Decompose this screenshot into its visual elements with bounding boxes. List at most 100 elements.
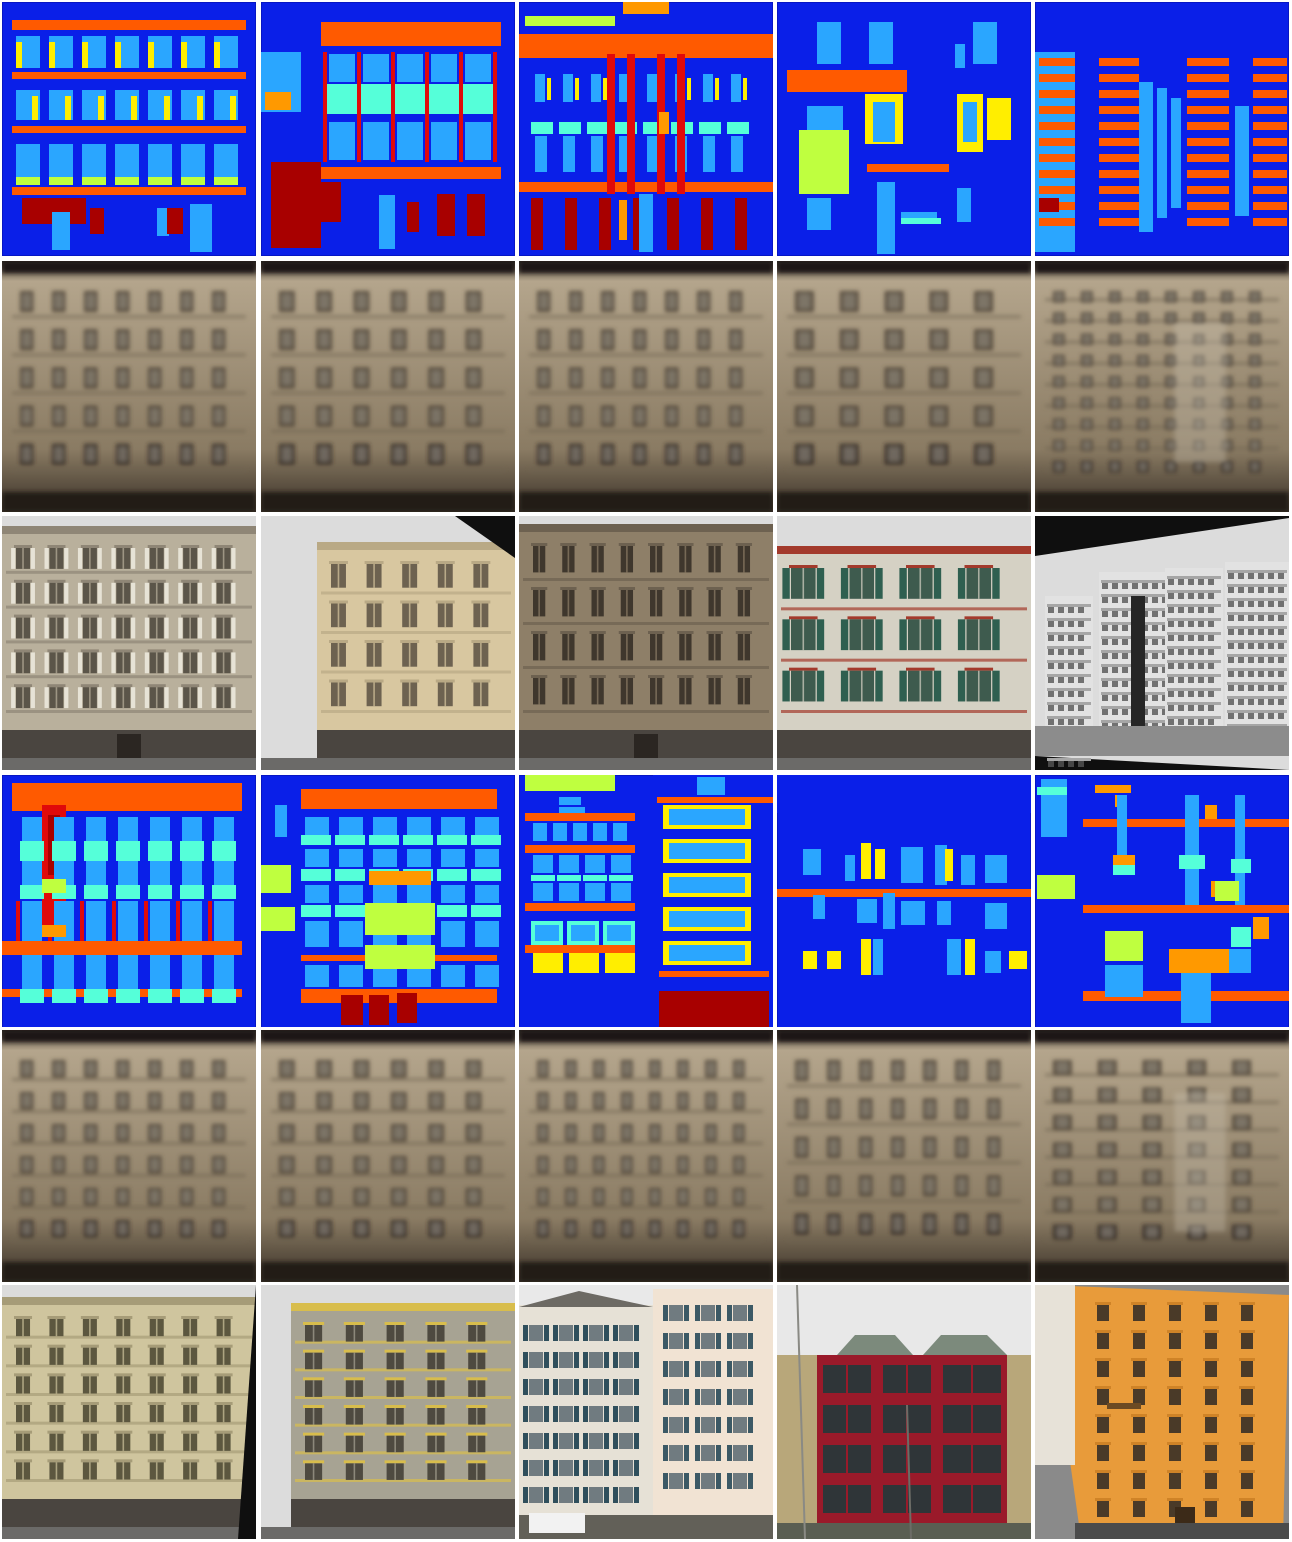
label-region-sill (212, 989, 236, 1003)
label-map-image (519, 2, 773, 256)
label-region-sill (325, 84, 359, 114)
label-region-sill (727, 122, 749, 134)
label-region-window (611, 883, 631, 901)
label-region-cornice (867, 164, 949, 172)
ground-truth-photo-r3-c1 (2, 516, 256, 770)
label-region-sill (583, 875, 607, 881)
label-region-window (873, 939, 883, 975)
label-region-balcony (619, 200, 627, 240)
label-region-window (559, 855, 579, 873)
ground-truth-photo-r3-c2 (261, 516, 515, 770)
label-region-window (475, 885, 499, 903)
label-region-pillar (425, 52, 429, 162)
label-region-sill (437, 905, 467, 917)
label-region-door (167, 208, 183, 234)
label-region-balcony (623, 2, 669, 14)
label-region-window (49, 144, 73, 180)
label-region-sill (20, 841, 44, 861)
label-region-window (985, 903, 1007, 929)
label-region-sill (557, 875, 581, 881)
label-region-window (535, 136, 547, 172)
label-region-pillar (208, 901, 212, 941)
label-region-window (329, 122, 355, 160)
label-region-cornice (321, 22, 501, 46)
label-region-shutter (861, 939, 871, 975)
label-region-window (150, 817, 170, 841)
label-region-cornice (1187, 74, 1229, 82)
label-region-pillar (607, 54, 615, 194)
label-region-sill (335, 905, 365, 917)
label-region-window (611, 855, 631, 873)
label-region-window (339, 965, 363, 987)
ground-truth-photo-image (2, 516, 256, 770)
label-map-r4-c1 (2, 775, 256, 1027)
label-region-balcony (1169, 949, 1229, 973)
label-region-window (559, 883, 579, 901)
label-region-shutter (65, 96, 71, 120)
label-region-sill (84, 885, 108, 899)
label-region-window (1185, 795, 1199, 905)
label-region-window (214, 901, 234, 941)
label-region-window (118, 817, 138, 841)
label-region-pillar (144, 901, 148, 941)
label-region-shutter (197, 96, 203, 120)
label-region-cornice (659, 971, 769, 977)
label-region-window (182, 955, 202, 989)
label-region-door (531, 198, 543, 250)
label-region-shutter (16, 42, 22, 68)
generated-facade-r5-c4 (777, 1030, 1031, 1282)
label-region-window (807, 198, 831, 230)
label-region-cornice (1187, 202, 1229, 210)
label-region-cornice (12, 187, 246, 195)
label-region-window (339, 885, 363, 903)
label-region-sill (403, 835, 433, 845)
label-region-sill (1231, 859, 1251, 873)
label-region-window (669, 911, 745, 927)
label-region-cornice (1039, 58, 1075, 66)
generated-facade-image (777, 261, 1031, 512)
generated-facade-r2-c5 (1035, 261, 1289, 512)
label-region-window (115, 144, 139, 180)
label-region-window (397, 122, 423, 160)
label-region-window (937, 901, 951, 925)
label-region-cornice (1253, 122, 1287, 130)
label-region-cornice (12, 72, 246, 79)
label-region-sill (20, 885, 44, 899)
label-region-window (118, 955, 138, 989)
label-region-cornice (1099, 58, 1139, 66)
label-region-window (363, 54, 389, 82)
label-region-cornice (1083, 905, 1289, 913)
ground-truth-photo-image (1035, 1285, 1289, 1539)
label-region-cornice (1253, 74, 1287, 82)
generated-facade-r2-c4 (777, 261, 1031, 512)
label-region-window (182, 861, 202, 885)
label-region-window (585, 883, 605, 901)
label-region-sill (84, 989, 108, 1003)
label-region-shutter (987, 98, 1011, 140)
label-map-r4-c5 (1035, 775, 1289, 1027)
ground-truth-photo-image (261, 1285, 515, 1539)
label-region-cornice (1187, 170, 1229, 178)
label-region-door (667, 198, 679, 250)
label-region-window (157, 208, 169, 236)
label-region-sill (1231, 927, 1251, 947)
label-region-window (777, 775, 1031, 813)
label-region-shutter (82, 42, 88, 68)
label-map-r4-c3 (519, 775, 773, 1027)
label-region-window (669, 843, 745, 859)
label-region-window (1171, 98, 1181, 208)
label-region-window (1235, 795, 1245, 905)
label-region-sill (369, 835, 399, 845)
label-region-balcony (42, 925, 66, 937)
label-region-cornice (525, 945, 635, 953)
label-region-cornice (1253, 138, 1287, 146)
label-region-window (305, 965, 329, 987)
label-region-sill (116, 841, 140, 861)
label-region-cornice (777, 889, 1031, 897)
label-region-cornice (1099, 186, 1139, 194)
label-region-balcony (265, 92, 291, 110)
label-region-cornice (1253, 186, 1287, 194)
label-region-pillar (357, 52, 361, 162)
label-region-window (559, 797, 581, 805)
label-region-pillar (323, 52, 327, 162)
